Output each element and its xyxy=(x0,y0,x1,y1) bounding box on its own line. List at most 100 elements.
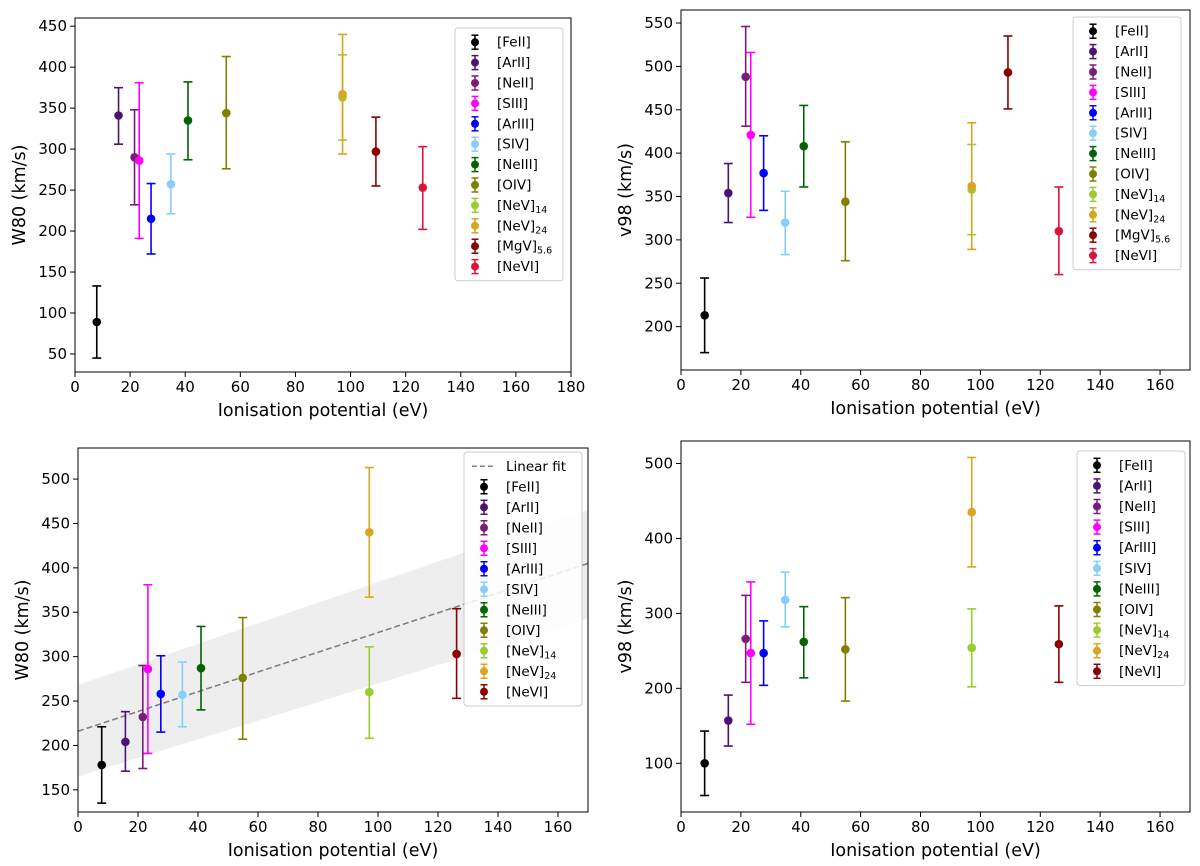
legend-entry: [SIV] xyxy=(1093,560,1151,577)
legend-entry: [NeV]14 xyxy=(1093,622,1169,641)
x-tick-label: 80 xyxy=(308,818,327,836)
x-tick-label: 100 xyxy=(966,376,995,394)
data-point-6 xyxy=(183,81,193,161)
legend-entry: [FeII] xyxy=(480,479,540,495)
marker xyxy=(97,760,106,770)
legend-marker xyxy=(1089,88,1097,97)
legend-box xyxy=(1072,16,1182,271)
data-point-6 xyxy=(799,605,809,679)
legend-entry: [FeII] xyxy=(1089,23,1149,40)
legend-entry: [ArIII] xyxy=(471,116,534,132)
legend-box xyxy=(463,451,583,707)
legend-box xyxy=(454,27,564,282)
x-tick-label: 180 xyxy=(557,378,586,396)
legend-label: [OIV] xyxy=(1119,602,1153,618)
legend-marker xyxy=(480,667,488,676)
axes-frame xyxy=(680,9,1191,371)
chart-panel-4: 0 20 40 60 80 100 120 140 160 100 200 300 400 500 Ioni… xyxy=(616,440,1191,861)
x-tick-label: 120 xyxy=(1026,376,1055,394)
legend-marker xyxy=(480,605,488,614)
legend-label: [SIII] xyxy=(1115,85,1146,101)
x-tick-label: 40 xyxy=(188,818,207,836)
x-tick-label: 0 xyxy=(70,378,80,396)
legend-entry: [NeV]14 xyxy=(471,197,547,216)
x-tick-label: 80 xyxy=(911,818,930,836)
legend-box xyxy=(1076,450,1186,687)
legend-marker xyxy=(1093,646,1101,655)
marker xyxy=(759,648,768,658)
legend-marker xyxy=(1093,543,1101,552)
y-tick-label: 250 xyxy=(644,274,673,292)
legend-entry: [ArIII] xyxy=(1089,105,1152,121)
legend-entry: [NeV]14 xyxy=(480,643,556,661)
legend-entry: [NeVI] xyxy=(480,684,548,700)
data-point-4 xyxy=(759,134,769,212)
legend-label: [NeV]14 xyxy=(1119,623,1169,641)
legend-marker xyxy=(1089,210,1097,219)
legend-entry: [SIV] xyxy=(471,136,529,153)
legend-label: [SIV] xyxy=(506,582,538,598)
legend-entry: [NeIII] xyxy=(1093,581,1160,597)
legend-entry: [NeII] xyxy=(1089,64,1152,81)
y-tick-label: 400 xyxy=(644,144,673,162)
marker xyxy=(967,643,977,653)
y-tick-label: 50 xyxy=(48,345,67,363)
legend-entry: [NeVI] xyxy=(1089,247,1157,264)
data-point-9 xyxy=(967,121,977,251)
marker xyxy=(221,108,231,118)
legend-label: [NeII] xyxy=(506,520,543,536)
data-point-4 xyxy=(759,620,769,687)
marker xyxy=(967,507,977,517)
legend-marker xyxy=(1089,129,1097,138)
x-tick-label: 20 xyxy=(731,376,750,394)
data-point-5 xyxy=(780,190,790,256)
x-axis-label: Ionisation potential (eV) xyxy=(830,399,1041,419)
y-tick-label: 100 xyxy=(38,304,67,322)
plot-area xyxy=(78,466,588,804)
legend: [FeII] [ArII] [NeII] [SIII] [ArIII] [SIV] [NeI… xyxy=(454,27,564,282)
marker xyxy=(371,147,381,156)
legend-marker xyxy=(1093,626,1101,635)
data-point-1 xyxy=(114,86,124,145)
legend-marker xyxy=(1089,231,1097,240)
data-point-5 xyxy=(166,153,176,215)
data-point-7 xyxy=(221,55,231,170)
y-tick-label: 500 xyxy=(644,57,673,75)
legend-marker xyxy=(1093,523,1101,532)
y-tick-label: 150 xyxy=(38,263,67,281)
legend-label: [NeV]24 xyxy=(1119,643,1169,661)
legend-label: [NeV]24 xyxy=(506,664,556,682)
y-tick-label: 400 xyxy=(644,529,673,547)
data-point-7 xyxy=(840,596,850,702)
legend-entry: [ArII] xyxy=(480,499,539,516)
legend-label: [NeII] xyxy=(1119,499,1156,515)
data-point-1 xyxy=(120,710,130,772)
legend-marker xyxy=(1089,47,1097,56)
legend-marker xyxy=(471,160,479,169)
legend-label: [SIV] xyxy=(1115,126,1147,142)
x-tick-label: 20 xyxy=(128,818,147,836)
axes-frame xyxy=(680,440,1191,813)
legend-label: Linear fit xyxy=(506,459,566,475)
x-tick-label: 100 xyxy=(966,818,995,836)
y-tick-label: 350 xyxy=(38,99,67,117)
legend-label: [FeII] xyxy=(506,479,540,495)
legend-entry: [SIV] xyxy=(1089,125,1147,142)
y-tick-label: 350 xyxy=(41,603,70,621)
data-point-11 xyxy=(1054,186,1064,276)
x-tick-label: 160 xyxy=(502,378,531,396)
legend-entry: [SIII] xyxy=(480,540,537,557)
marker xyxy=(238,673,247,683)
data-point-0 xyxy=(97,725,107,804)
data-point-4 xyxy=(156,654,166,733)
legend-entry: [NeV]24 xyxy=(1089,207,1165,225)
data-point-5 xyxy=(177,661,187,728)
legend-marker xyxy=(1089,68,1097,76)
legend-marker xyxy=(1093,481,1101,490)
legend-marker xyxy=(1093,502,1101,511)
x-tick-label: 140 xyxy=(1086,376,1115,394)
marker xyxy=(1003,68,1013,77)
legend-entry: [SIII] xyxy=(1089,84,1146,101)
data-point-10 xyxy=(452,607,462,700)
y-axis-label: v98 (km/s) xyxy=(616,579,636,673)
